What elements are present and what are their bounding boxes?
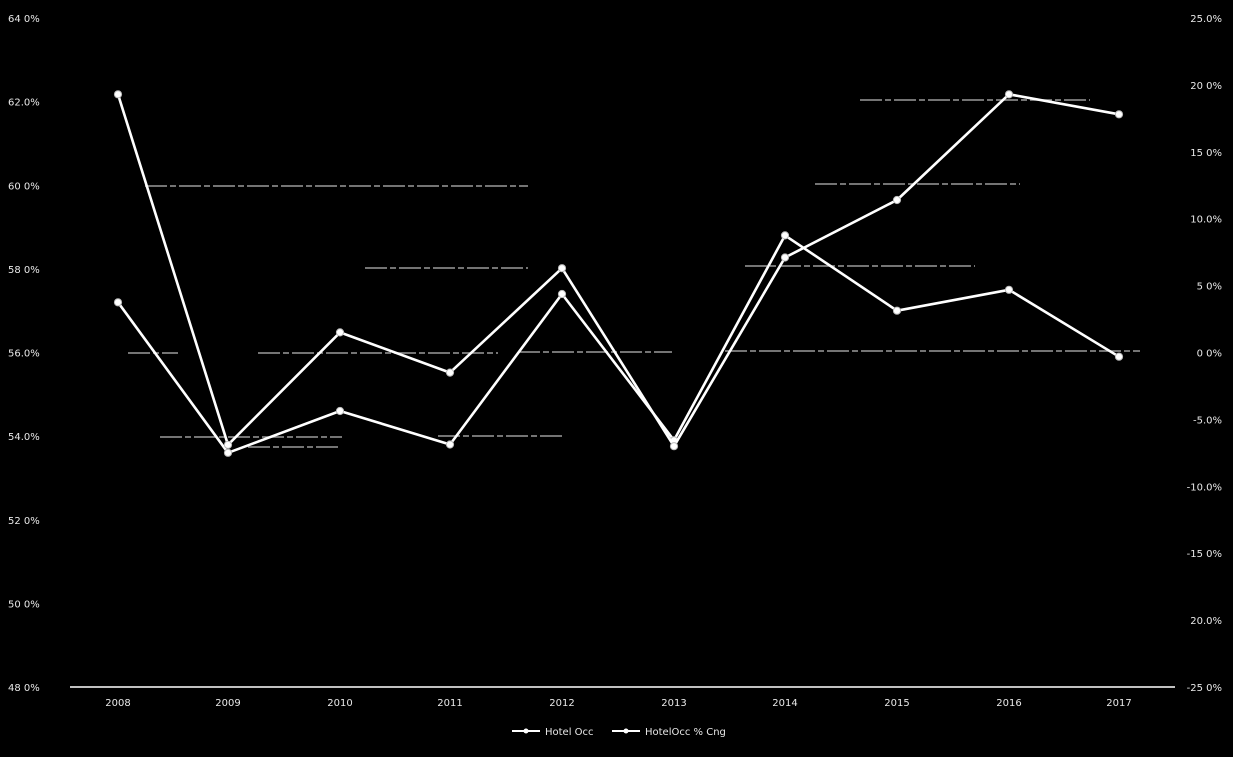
x-tick-label: 2014 <box>772 698 797 709</box>
data-point <box>335 328 345 337</box>
right-tick-label: 25.0% <box>1190 14 1222 25</box>
data-point <box>335 406 345 416</box>
data-point <box>892 306 902 315</box>
right-tick-label: -10.0% <box>1187 482 1222 493</box>
right-tick-label: -15 0% <box>1187 549 1222 560</box>
data-point <box>892 195 902 205</box>
x-tick-label: 2017 <box>1106 698 1131 709</box>
data-point <box>445 368 455 377</box>
legend-label-hotel-occ-change: HotelOcc % Cng <box>645 727 726 738</box>
x-axis-labels: 2008 2009 2010 2011 2012 2013 2014 2015 2016 2017 <box>105 698 1131 709</box>
left-tick-label: 54.0% <box>8 432 40 443</box>
x-tick-label: 2016 <box>996 698 1021 709</box>
right-axis: 25.0% 20 0% 15 0% 10.0% 5 0% 0 0% -5.0% -10.0% -… <box>1187 14 1222 694</box>
data-point <box>113 90 123 99</box>
data-point <box>223 440 233 449</box>
legend-item-hotel-occ-change: HotelOcc % Cng <box>612 727 726 738</box>
data-point <box>223 448 233 457</box>
x-tick-label: 2015 <box>884 698 909 709</box>
right-tick-label: 10.0% <box>1190 215 1222 226</box>
x-tick-label: 2011 <box>437 698 462 709</box>
right-tick-label: 15 0% <box>1190 148 1222 159</box>
right-tick-label: -25 0% <box>1187 683 1222 694</box>
series-line-1 <box>116 93 1120 448</box>
left-tick-label: 48 0% <box>8 683 40 694</box>
left-tick-label: 50 0% <box>8 599 40 610</box>
data-point <box>780 253 790 262</box>
legend-marker-hotel-occ <box>523 728 529 734</box>
right-tick-label: 20.0% <box>1190 616 1222 627</box>
data-point <box>780 231 790 240</box>
data-point <box>1114 110 1124 119</box>
legend: Hotel Occ HotelOcc % Cng <box>512 727 726 738</box>
x-tick-label: 2012 <box>549 698 574 709</box>
right-tick-label: 0 0% <box>1197 349 1222 360</box>
right-tick-label: -5.0% <box>1193 415 1222 426</box>
data-point <box>445 440 455 449</box>
x-tick-label: 2008 <box>105 698 130 709</box>
left-tick-label: 58 0% <box>8 265 40 276</box>
x-tick-label: 2013 <box>661 698 686 709</box>
series-line-0 <box>116 234 1120 455</box>
right-tick-label: 5 0% <box>1197 282 1222 293</box>
x-tick-label: 2010 <box>327 698 352 709</box>
x-tick-label: 2009 <box>215 698 240 709</box>
series-layer <box>113 90 1124 457</box>
left-tick-label: 64 0% <box>8 14 40 25</box>
data-point <box>557 289 567 299</box>
left-tick-label: 62.0% <box>8 98 40 109</box>
left-tick-label: 60 0% <box>8 181 40 192</box>
data-point <box>1114 352 1124 361</box>
left-axis: 64 0% 62.0% 60 0% 58 0% 56.0% 54.0% 52 0% 50 0%… <box>8 14 40 694</box>
data-point <box>557 264 567 273</box>
legend-item-hotel-occ: Hotel Occ <box>512 727 594 738</box>
data-point <box>1004 90 1014 99</box>
right-tick-label: 20 0% <box>1190 81 1222 92</box>
legend-marker-hotel-occ-change <box>623 728 629 734</box>
artifact-lines <box>128 99 1140 448</box>
legend-label-hotel-occ: Hotel Occ <box>545 727 594 738</box>
data-point <box>669 442 679 451</box>
data-point <box>113 298 123 307</box>
left-tick-label: 56.0% <box>8 349 40 360</box>
left-tick-label: 52 0% <box>8 516 40 527</box>
data-point <box>1004 285 1014 294</box>
